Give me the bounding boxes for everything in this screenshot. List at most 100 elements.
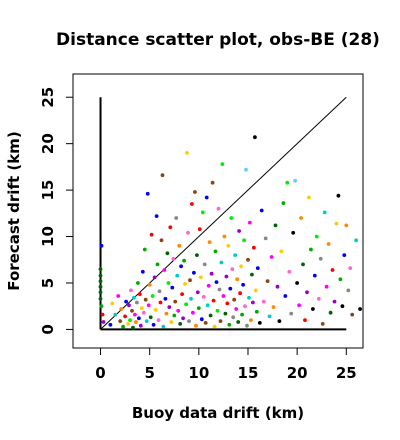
data-point (135, 300, 139, 305)
data-point (289, 311, 294, 316)
data-point (295, 281, 299, 285)
data-point (190, 202, 194, 206)
data-point (123, 314, 127, 319)
data-point (98, 284, 103, 289)
data-point (179, 264, 184, 269)
data-point (155, 262, 160, 267)
y-tick-label: 25 (39, 87, 57, 108)
data-point (158, 300, 163, 305)
data-point (229, 216, 234, 220)
data-point (175, 273, 180, 278)
data-point (121, 324, 125, 329)
data-point (248, 220, 252, 225)
chart-title: Distance scatter plot, obs-BE (28) (56, 30, 380, 50)
data-point (153, 308, 158, 312)
data-point (316, 296, 321, 301)
data-point (358, 307, 362, 311)
data-point (198, 275, 203, 280)
data-point (267, 314, 272, 319)
data-point (232, 297, 237, 302)
x-tick-label: 25 (336, 364, 357, 382)
data-point (257, 321, 262, 325)
data-point (140, 269, 145, 274)
data-point (203, 321, 208, 325)
data-point (320, 322, 325, 326)
data-point (207, 240, 212, 245)
data-point (338, 277, 343, 282)
data-point (223, 311, 228, 316)
data-point (216, 206, 221, 211)
data-point (171, 256, 176, 261)
data-point (297, 303, 301, 308)
data-point (219, 260, 224, 265)
data-point (176, 308, 181, 313)
data-point (324, 284, 329, 289)
data-point (330, 268, 335, 272)
data-point (254, 309, 259, 314)
x-tick-label: 20 (287, 364, 308, 382)
data-point (230, 267, 235, 271)
data-point (138, 323, 143, 328)
data-point (249, 318, 253, 322)
data-point (197, 227, 202, 232)
x-axis-label: Buoy data drift (km) (132, 404, 304, 422)
data-point (344, 223, 349, 228)
data-point (277, 319, 282, 323)
data-point (128, 318, 132, 322)
data-point (299, 216, 303, 220)
data-point (141, 310, 146, 315)
data-point (305, 290, 309, 295)
data-point (159, 238, 164, 243)
data-point (221, 294, 226, 298)
data-point (142, 247, 147, 252)
data-point (194, 323, 198, 328)
data-point (146, 303, 151, 308)
data-point (265, 279, 270, 283)
data-point (170, 285, 175, 290)
data-point (245, 323, 249, 328)
data-point (152, 275, 157, 280)
data-point (314, 234, 319, 239)
data-point (163, 296, 168, 301)
data-point (285, 180, 290, 185)
data-point (126, 322, 130, 326)
data-point (246, 257, 250, 262)
data-point (301, 262, 305, 267)
data-point (150, 294, 155, 298)
plot-area (98, 96, 362, 331)
data-point (184, 302, 189, 307)
data-point (218, 319, 223, 323)
data-point (210, 180, 215, 185)
data-point (148, 315, 153, 320)
data-point (124, 299, 128, 304)
data-point (98, 290, 103, 295)
data-point (187, 319, 191, 323)
data-point (322, 210, 327, 215)
data-point (147, 282, 152, 287)
data-point (156, 318, 161, 322)
data-point (279, 249, 284, 254)
data-point (169, 320, 174, 324)
data-point (118, 319, 123, 323)
data-point (119, 307, 124, 311)
data-point (98, 273, 103, 278)
data-point (346, 288, 351, 293)
data-point (233, 253, 238, 257)
data-point (214, 280, 219, 284)
data-point (172, 313, 177, 318)
data-point (213, 249, 218, 254)
data-point (291, 230, 296, 235)
data-point (239, 264, 244, 269)
data-point (160, 173, 165, 178)
data-point (350, 312, 355, 317)
data-point (129, 288, 133, 293)
data-point (134, 320, 138, 324)
data-point (195, 253, 199, 257)
data-point (303, 318, 307, 322)
data-point (205, 303, 210, 308)
data-point (236, 320, 241, 324)
data-point (238, 291, 243, 296)
data-point (191, 310, 195, 315)
data-point (181, 316, 186, 321)
